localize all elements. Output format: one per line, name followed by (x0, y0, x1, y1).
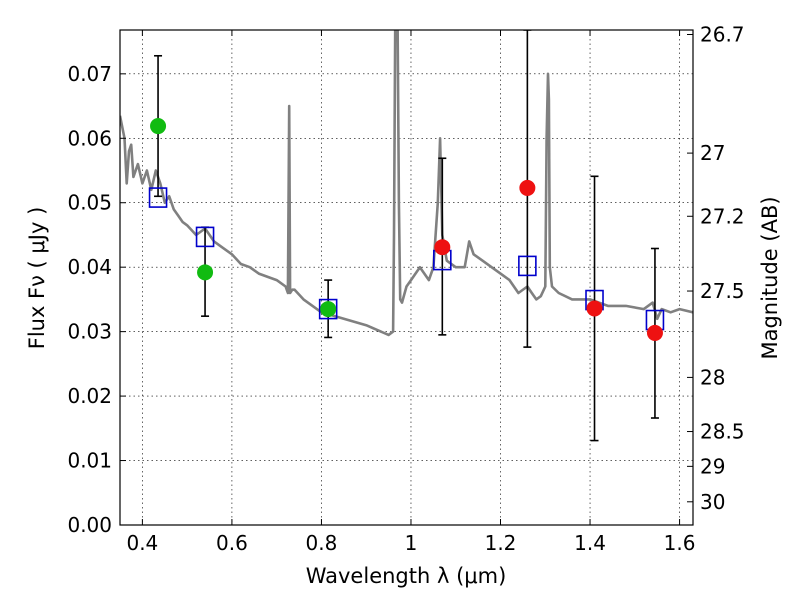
right-tick-label: 30 (700, 490, 725, 514)
model-square-marker (148, 187, 168, 208)
x-tick-label: 1 (405, 531, 418, 555)
y-axis-title: Flux Fν ( μJy ) (25, 207, 49, 350)
data-point-marker (519, 179, 536, 196)
data-points (148, 118, 665, 341)
plot-frame (119, 29, 694, 526)
right-tick-label: 26.7 (700, 23, 745, 47)
y-tick-label: 0.00 (67, 513, 112, 537)
y-tick-label: 0.05 (67, 191, 112, 215)
x-axis-ticks: 0.4 0.6 0.8 1 1.2 1.4 1.6 (126, 30, 695, 555)
spectrum-line (120, 30, 693, 337)
right-axis-ticks: 26.7 27 27.2 27.5 28 28.5 29 30 (687, 23, 745, 514)
data-point-marker (320, 301, 337, 318)
model-spectrum (120, 30, 693, 337)
y-tick-label: 0.02 (67, 384, 112, 408)
model-square-marker (518, 255, 537, 277)
data-point-marker (197, 264, 214, 281)
right-tick-label: 27 (700, 141, 725, 165)
right-tick-label: 27.2 (700, 204, 745, 228)
x-axis-title: Wavelength λ (μm) (306, 564, 507, 588)
data-point-marker (646, 324, 663, 341)
grid (120, 30, 693, 526)
model-square-marker (318, 298, 338, 320)
y-tick-label: 0.01 (67, 449, 112, 473)
plot-background (120, 30, 693, 525)
right-tick-label: 28.5 (700, 420, 745, 444)
x-tick-label: 1.6 (664, 531, 696, 555)
right-tick-label: 27.5 (700, 279, 745, 303)
data-point-marker (586, 300, 603, 317)
y-tick-label: 0.07 (67, 62, 112, 86)
x-tick-label: 1.2 (485, 531, 517, 555)
x-tick-label: 1.4 (574, 531, 606, 555)
right-tick-label: 29 (700, 454, 725, 478)
y-tick-label: 0.04 (67, 255, 112, 279)
x-tick-label: 0.8 (306, 531, 338, 555)
x-tick-label: 0.4 (126, 531, 158, 555)
right-axis-title: Magnitude (AB) (758, 196, 782, 359)
data-point-marker (434, 239, 451, 256)
y-tick-label: 0.06 (67, 126, 112, 150)
model-square-marker (195, 226, 215, 248)
x-tick-label: 0.6 (216, 531, 248, 555)
data-point-marker (150, 118, 167, 135)
y-tick-label: 0.03 (67, 320, 112, 344)
y-axis-ticks: 0.00 0.01 0.02 0.03 0.04 0.05 0.06 0.07 (67, 62, 126, 537)
right-tick-label: 28 (700, 365, 725, 389)
